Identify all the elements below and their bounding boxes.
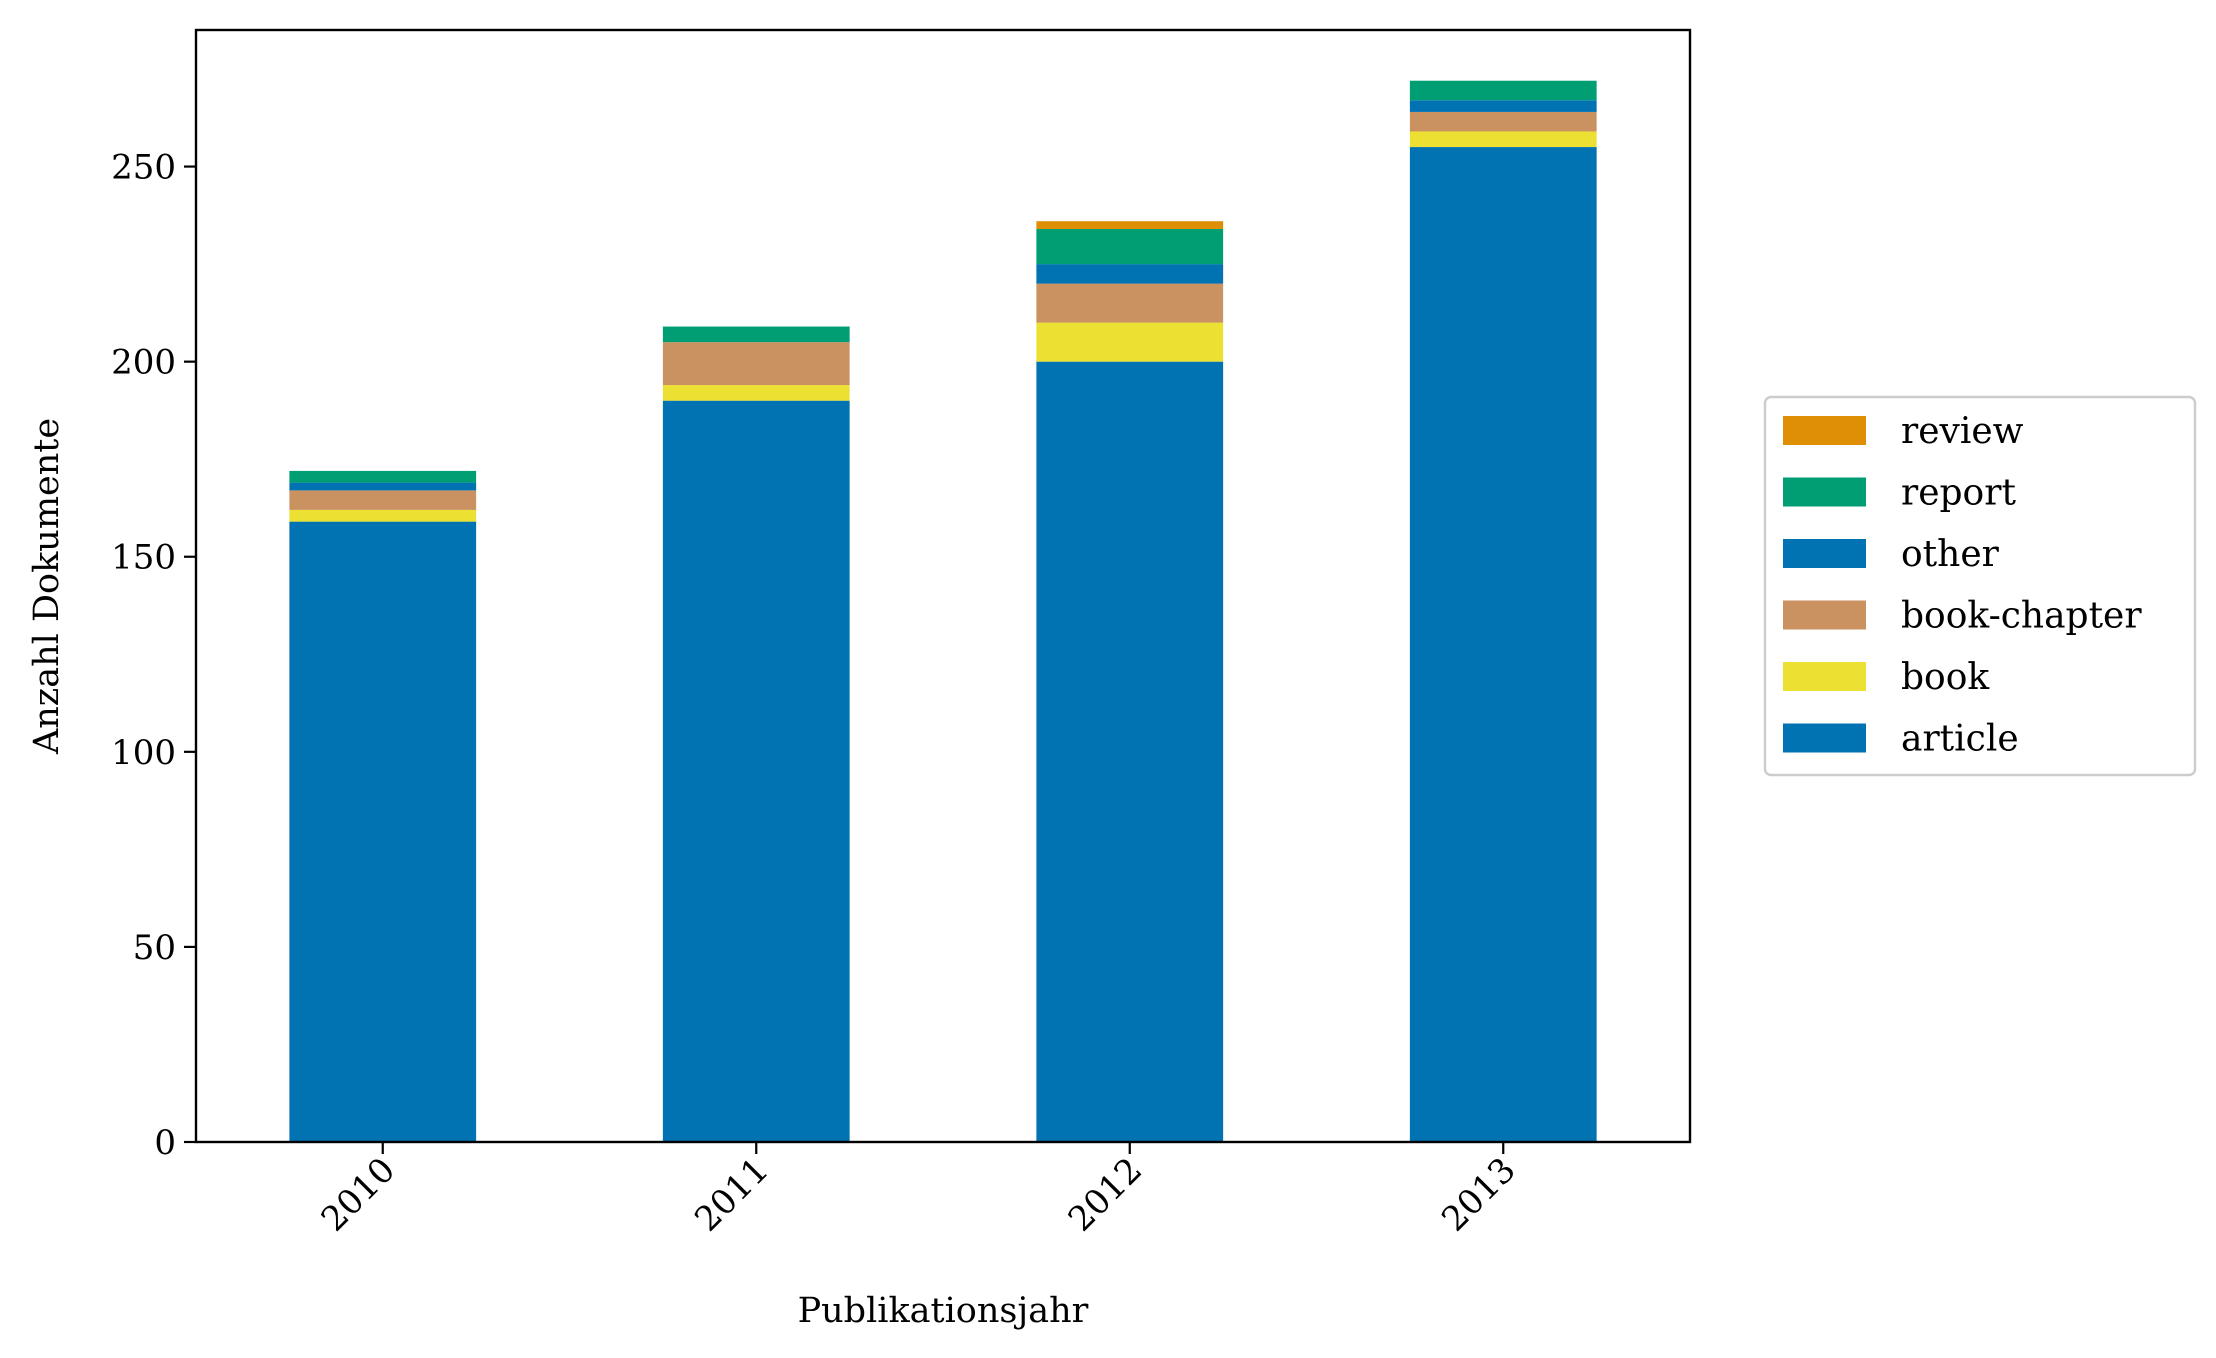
legend-label-article: article xyxy=(1901,719,2019,760)
y-tick-label: 100 xyxy=(111,733,176,773)
legend-swatch-book-chapter xyxy=(1783,600,1866,630)
bar-book-chapter-2013 xyxy=(1409,111,1597,132)
bar-report-2013 xyxy=(1409,80,1597,101)
y-axis-title: Anzahl Dokumente xyxy=(27,418,67,755)
bar-report-2012 xyxy=(1036,228,1224,265)
legend-label-report: report xyxy=(1901,473,2016,514)
x-axis: 2010 2011 2012 2013 xyxy=(314,1142,1524,1240)
x-tick-label: 2013 xyxy=(1434,1150,1523,1239)
bar-other-2012 xyxy=(1036,264,1224,284)
legend-label-other: other xyxy=(1901,534,2000,575)
legend-swatch-other xyxy=(1783,539,1866,568)
legend-frame xyxy=(1763,395,2197,777)
legend-swatch-article xyxy=(1783,723,1866,753)
bar-book-chapter-2010 xyxy=(289,490,477,510)
bar-other-2013 xyxy=(1409,100,1597,112)
y-tick-label: 250 xyxy=(111,148,176,188)
bar-article-2012 xyxy=(1036,361,1224,1142)
bar-book-chapter-2012 xyxy=(1036,283,1224,323)
bar-book-2010 xyxy=(289,509,477,522)
legend-label-book: book xyxy=(1901,657,1990,698)
bar-book-2011 xyxy=(662,385,850,401)
legend-label-book-chapter: book-chapter xyxy=(1901,596,2142,637)
bar-article-2011 xyxy=(662,400,850,1142)
bar-book-2012 xyxy=(1036,322,1224,362)
x-tick-label: 2011 xyxy=(687,1150,776,1239)
bar-report-2011 xyxy=(662,326,850,343)
legend-swatch-book xyxy=(1783,662,1866,691)
bar-article-2013 xyxy=(1409,147,1597,1143)
legend-label-review: review xyxy=(1901,411,2024,452)
x-axis-title: Publikationsjahr xyxy=(798,1291,1089,1331)
plot-frame xyxy=(194,28,1692,1144)
bar-other-2010 xyxy=(289,482,477,491)
bars-layer xyxy=(289,80,1597,1143)
bar-report-2010 xyxy=(289,470,477,483)
x-tick-label: 2012 xyxy=(1061,1150,1150,1239)
legend-swatch-report xyxy=(1783,477,1866,507)
y-tick-label: 200 xyxy=(111,343,176,383)
bar-book-2013 xyxy=(1409,131,1597,148)
x-tick-label: 2010 xyxy=(314,1150,403,1239)
y-tick-label: 0 xyxy=(154,1123,176,1163)
legend-swatch-review xyxy=(1783,416,1866,445)
bar-review-2012 xyxy=(1036,221,1224,229)
bar-article-2010 xyxy=(289,521,477,1142)
y-tick-label: 150 xyxy=(111,538,176,578)
y-axis: 0 50 100 150 200 250 xyxy=(111,148,196,1163)
y-tick-label: 50 xyxy=(133,928,176,968)
bar-book-chapter-2011 xyxy=(662,342,850,386)
legend: review report other book-chapter book article xyxy=(1763,395,2197,777)
